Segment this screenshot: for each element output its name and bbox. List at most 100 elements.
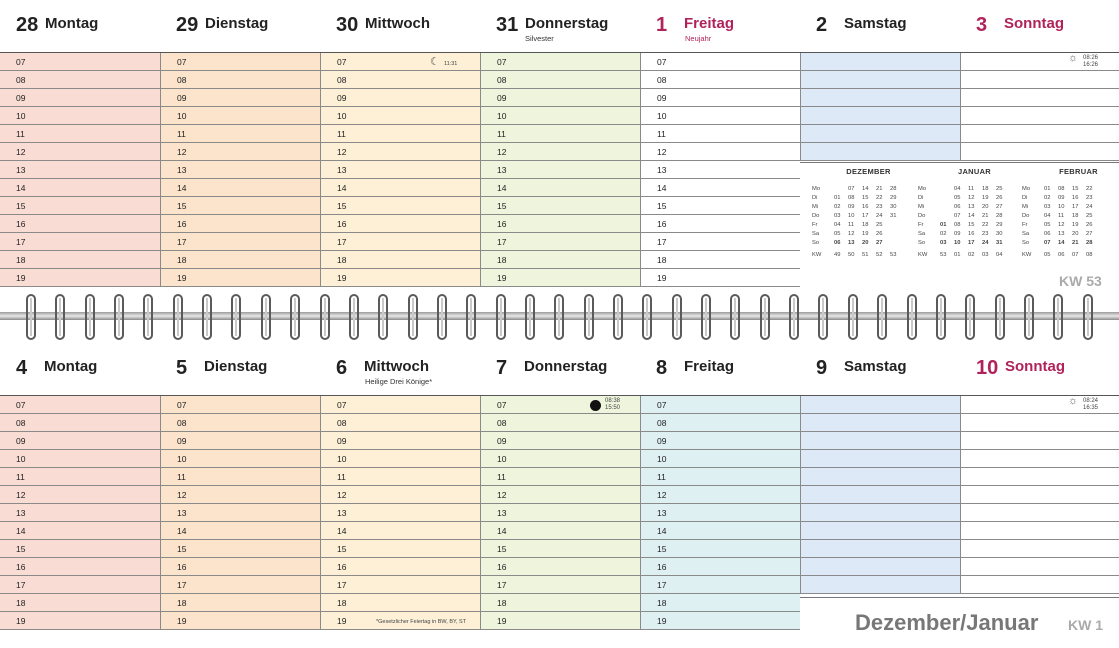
hour-row[interactable]: 09 (161, 432, 320, 450)
hour-row[interactable]: 10 (641, 450, 800, 468)
hour-row[interactable]: 13 (641, 504, 800, 522)
hour-row[interactable]: 13 (481, 504, 640, 522)
hour-row[interactable]: 08 (641, 414, 800, 432)
hour-row[interactable]: 12 (0, 486, 160, 504)
hour-row[interactable]: 12 (481, 486, 640, 504)
hour-row[interactable]: 08 (481, 414, 640, 432)
hour-row[interactable] (801, 125, 960, 143)
hour-row[interactable]: 16 (0, 215, 160, 233)
hour-row[interactable]: 14 (161, 522, 320, 540)
hour-row[interactable]: 07 (321, 53, 480, 71)
hour-row[interactable]: 07 (641, 396, 800, 414)
hour-row[interactable] (801, 468, 960, 486)
hour-row[interactable]: 11 (641, 125, 800, 143)
hour-row[interactable]: 10 (0, 107, 160, 125)
hour-row[interactable]: 13 (0, 504, 160, 522)
hour-row[interactable]: 17 (321, 233, 480, 251)
hour-row[interactable]: 11 (161, 125, 320, 143)
hour-row[interactable]: 08 (0, 414, 160, 432)
hour-row[interactable]: 18 (0, 251, 160, 269)
hour-row[interactable]: 19 (321, 269, 480, 287)
hour-row[interactable]: 12 (481, 143, 640, 161)
hour-row[interactable]: 07 (0, 396, 160, 414)
hour-row[interactable]: 15 (161, 540, 320, 558)
hour-row[interactable]: 17 (0, 233, 160, 251)
hour-row[interactable]: 17 (641, 576, 800, 594)
hour-row[interactable]: 10 (161, 450, 320, 468)
hour-row[interactable]: 11 (161, 468, 320, 486)
hour-row[interactable]: 07 (321, 396, 480, 414)
hour-row[interactable]: 11 (481, 468, 640, 486)
hour-row[interactable]: 09 (481, 432, 640, 450)
hour-row[interactable] (961, 540, 1119, 558)
hour-row[interactable]: 12 (321, 143, 480, 161)
hour-row[interactable]: 15 (481, 540, 640, 558)
hour-row[interactable] (961, 504, 1119, 522)
hour-row[interactable]: 09 (481, 89, 640, 107)
hour-row[interactable]: 10 (481, 450, 640, 468)
hour-row[interactable]: 17 (0, 576, 160, 594)
hour-row[interactable]: 08 (321, 414, 480, 432)
hour-row[interactable] (961, 53, 1119, 71)
hour-row[interactable]: 15 (641, 197, 800, 215)
hour-row[interactable]: 14 (321, 522, 480, 540)
hour-row[interactable]: 13 (481, 161, 640, 179)
hour-row[interactable]: 19 (481, 612, 640, 630)
hour-row[interactable]: 09 (641, 432, 800, 450)
hour-row[interactable]: 08 (161, 71, 320, 89)
hour-row[interactable]: 10 (481, 107, 640, 125)
hour-row[interactable]: 14 (641, 522, 800, 540)
hour-row[interactable]: 08 (641, 71, 800, 89)
hour-row[interactable]: 15 (641, 540, 800, 558)
hour-row[interactable]: 10 (641, 107, 800, 125)
hour-row[interactable]: 11 (0, 468, 160, 486)
hour-row[interactable]: 19 (161, 269, 320, 287)
hour-row[interactable] (801, 414, 960, 432)
hour-row[interactable] (961, 414, 1119, 432)
hour-row[interactable]: 09 (321, 432, 480, 450)
hour-row[interactable]: 18 (321, 251, 480, 269)
hour-row[interactable]: 15 (481, 197, 640, 215)
hour-row[interactable]: 18 (161, 594, 320, 612)
hour-row[interactable]: 16 (0, 558, 160, 576)
hour-row[interactable] (961, 468, 1119, 486)
hour-row[interactable]: 19 (481, 269, 640, 287)
hour-row[interactable] (801, 107, 960, 125)
hour-row[interactable]: 12 (161, 143, 320, 161)
hour-row[interactable]: 19 (641, 269, 800, 287)
hour-row[interactable] (801, 71, 960, 89)
hour-row[interactable]: 11 (641, 468, 800, 486)
hour-row[interactable]: 14 (321, 179, 480, 197)
hour-row[interactable]: 17 (321, 576, 480, 594)
hour-row[interactable] (961, 486, 1119, 504)
hour-row[interactable]: 18 (641, 594, 800, 612)
hour-row[interactable]: 13 (161, 504, 320, 522)
hour-row[interactable]: 08 (0, 71, 160, 89)
hour-row[interactable]: 17 (481, 233, 640, 251)
hour-row[interactable]: 14 (481, 179, 640, 197)
hour-row[interactable]: 14 (481, 522, 640, 540)
hour-row[interactable]: 12 (641, 143, 800, 161)
hour-row[interactable] (961, 89, 1119, 107)
hour-row[interactable]: 17 (161, 233, 320, 251)
hour-row[interactable]: 17 (481, 576, 640, 594)
hour-row[interactable]: 07 (481, 53, 640, 71)
hour-row[interactable]: 12 (0, 143, 160, 161)
hour-row[interactable]: 14 (161, 179, 320, 197)
hour-row[interactable]: 19 (641, 612, 800, 630)
hour-row[interactable]: 09 (321, 89, 480, 107)
hour-row[interactable]: 13 (161, 161, 320, 179)
hour-row[interactable] (801, 450, 960, 468)
hour-row[interactable]: 15 (0, 540, 160, 558)
hour-row[interactable]: 14 (0, 522, 160, 540)
hour-row[interactable]: 16 (641, 215, 800, 233)
hour-row[interactable]: 18 (481, 594, 640, 612)
hour-row[interactable] (961, 396, 1119, 414)
hour-row[interactable]: 12 (321, 486, 480, 504)
hour-row[interactable]: 19 (161, 612, 320, 630)
hour-row[interactable]: 09 (0, 432, 160, 450)
hour-row[interactable] (801, 522, 960, 540)
hour-row[interactable]: 15 (321, 540, 480, 558)
hour-row[interactable]: 14 (0, 179, 160, 197)
hour-row[interactable]: 13 (0, 161, 160, 179)
